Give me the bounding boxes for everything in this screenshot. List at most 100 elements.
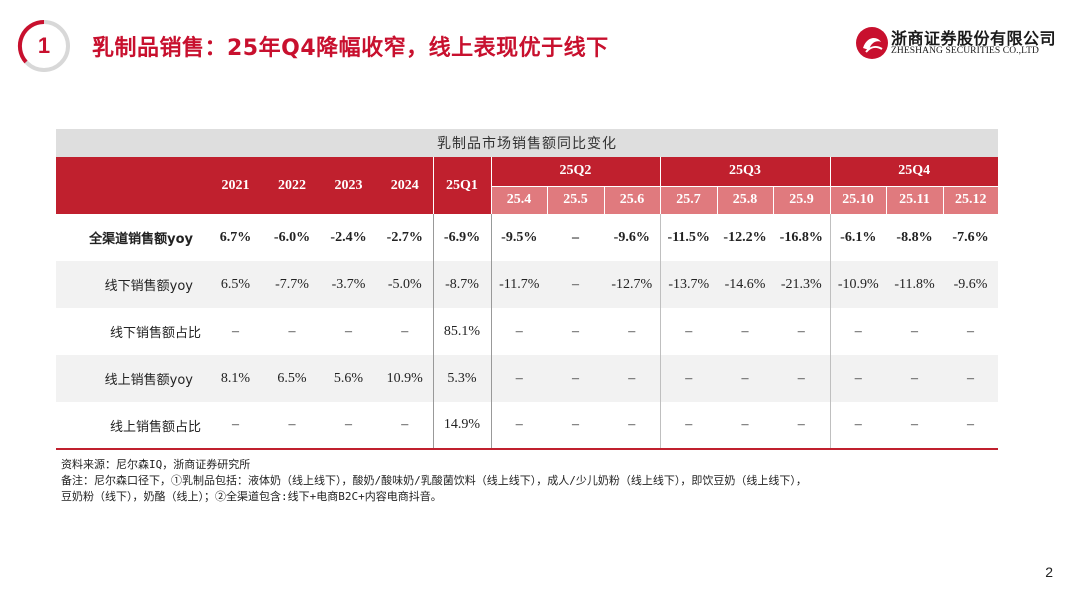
header-blank bbox=[56, 157, 207, 214]
table-cell: – bbox=[773, 402, 830, 450]
table-row: 线下销售额yoy 6.5% -7.7% -3.7% -5.0% -8.7% -11.7% – -… bbox=[56, 261, 998, 308]
header-month: 25.4 bbox=[490, 185, 547, 214]
table-cell: – bbox=[320, 402, 377, 450]
table-cell: 6.5% bbox=[264, 355, 320, 402]
header-q1: 25Q1 bbox=[432, 157, 491, 214]
section-badge: 1 bbox=[16, 18, 72, 74]
header-month: 25.12 bbox=[942, 185, 998, 214]
table-cell: – bbox=[547, 355, 604, 402]
table-cell: – bbox=[741, 323, 749, 339]
table-cell: 5.6% bbox=[320, 355, 377, 402]
table-cell: -9.5% bbox=[501, 229, 538, 245]
table-row: 线上销售额yoy 8.1% 6.5% 5.6% 10.9% 5.3% – – – – – – – – – bbox=[56, 355, 998, 402]
table-cell: – bbox=[572, 323, 579, 339]
page-title: 乳制品销售：25年Q4降幅收窄，线上表现优于线下 bbox=[92, 36, 609, 61]
header-month: 25.9 bbox=[772, 185, 830, 214]
table-cell: -13.7% bbox=[659, 261, 717, 308]
table-cell: – bbox=[628, 323, 636, 339]
header-year: 2023 bbox=[320, 157, 377, 214]
table-cell: -10.9% bbox=[829, 261, 886, 308]
table-cell: -12.7% bbox=[604, 261, 660, 308]
row-label: 线下销售额占比 bbox=[109, 326, 201, 341]
header-quarter: 25Q4 bbox=[829, 157, 998, 186]
table-cell: – bbox=[829, 308, 886, 355]
table-cell: – bbox=[659, 402, 717, 450]
row-label: 线上销售额占比 bbox=[56, 402, 207, 450]
header-month: 25.10 bbox=[829, 185, 886, 214]
source-notes: 资料来源：尼尔森IQ，浙商证券研究所 备注：尼尔森口径下，①乳制品包括：液体奶（… bbox=[61, 457, 1021, 505]
table-cell: -16.8% bbox=[779, 229, 823, 245]
table-cell: -6.0% bbox=[273, 229, 311, 245]
table-cell: 85.1% bbox=[432, 308, 492, 355]
table-cell: – bbox=[967, 323, 974, 339]
header-month: 25.5 bbox=[546, 185, 604, 214]
table-cell: – bbox=[829, 355, 886, 402]
table-cell: – bbox=[547, 261, 604, 308]
table-row: 线上销售额占比 – – – –14.9% – – – – – – – – – bbox=[56, 402, 998, 450]
header-month: 25.6 bbox=[603, 185, 660, 214]
table-cell: – bbox=[911, 323, 918, 339]
row-label: 全渠道销售额yoy bbox=[89, 232, 193, 247]
page-number: 2 bbox=[1045, 564, 1053, 580]
table-cell: -11.7% bbox=[491, 261, 547, 308]
header-year: 2021 bbox=[207, 157, 264, 214]
table-cell: – bbox=[829, 402, 886, 450]
table-cell: – bbox=[377, 402, 433, 450]
zheshang-logo-icon bbox=[856, 27, 888, 59]
table-cell: -21.3% bbox=[773, 261, 830, 308]
table-cell: 10.9% bbox=[377, 355, 433, 402]
section-number: 1 bbox=[37, 33, 51, 58]
table-cell: – bbox=[943, 355, 998, 402]
table-cell: -12.2% bbox=[723, 229, 767, 245]
table-cell: -11.5% bbox=[659, 214, 717, 261]
header-month: 25.8 bbox=[716, 185, 773, 214]
table-cell: – bbox=[401, 323, 409, 339]
table-cell: – bbox=[345, 323, 352, 339]
table-cell: – bbox=[232, 323, 239, 339]
table-cell: -8.7% bbox=[432, 261, 492, 308]
table-cell: – bbox=[773, 355, 830, 402]
table-cell: – bbox=[797, 323, 805, 339]
logo-english-name: ZHESHANG SECURITIES CO.,LTD bbox=[891, 46, 1040, 56]
table-cell: -2.4% bbox=[330, 229, 367, 245]
table-cell: -2.7% bbox=[386, 229, 423, 245]
header-month: 25.7 bbox=[659, 185, 717, 214]
row-label: 线上销售额yoy bbox=[56, 355, 207, 402]
section-badge-ring-icon bbox=[17, 19, 70, 72]
table-cell: 8.1% bbox=[207, 355, 264, 402]
table-body: 全渠道销售额yoy 6.7% -6.0% -2.4% -2.7% -6.9% -9.5% – -… bbox=[56, 214, 998, 450]
table-cell: -8.8% bbox=[896, 229, 933, 245]
company-logo: 浙商证券股份有限公司 ZHESHANG SECURITIES CO.,LTD bbox=[855, 24, 1056, 64]
table-header-row: 2021 2022 2023 2024 25Q1 25Q2 25Q3 25Q4 bbox=[56, 157, 998, 214]
header-month: 25.11 bbox=[885, 185, 943, 214]
table-cell: -14.6% bbox=[717, 261, 773, 308]
table-cell: – bbox=[288, 323, 296, 339]
header-year: 2022 bbox=[264, 157, 320, 214]
table-cell: – bbox=[547, 402, 604, 450]
header-quarter: 25Q3 bbox=[659, 157, 830, 186]
table-month-row: 25.4 25.5 25.6 25.7 25.8 25.9 25.10 25.1… bbox=[56, 185, 998, 214]
row-label: 线下销售额yoy bbox=[56, 261, 207, 308]
table-cell: – bbox=[491, 355, 547, 402]
table-cell: -7.7% bbox=[264, 261, 320, 308]
table-cell: -5.0% bbox=[377, 261, 433, 308]
dairy-sales-table: 乳制品市场销售额同比变化 2021 2022 2023 2024 25Q1 25… bbox=[56, 129, 998, 450]
table-cell: -9.6% bbox=[613, 229, 650, 245]
table-cell: -9.6% bbox=[943, 261, 998, 308]
table-cell: 6.7% bbox=[219, 229, 252, 245]
table-cell: – bbox=[717, 402, 773, 450]
table-cell: – bbox=[264, 402, 320, 450]
table-cell: – bbox=[604, 402, 660, 450]
source-line: 资料来源：尼尔森IQ，浙商证券研究所 bbox=[61, 458, 251, 471]
table-cell: 6.5% bbox=[207, 261, 264, 308]
header-quarter: 25Q2 bbox=[490, 157, 660, 186]
remark-line: 备注：尼尔森口径下，①乳制品包括：液体奶（线上线下），酸奶/酸味奶/乳酸菌饮料（… bbox=[61, 474, 807, 487]
table-cell: -11.8% bbox=[886, 261, 943, 308]
table-cell: – bbox=[886, 355, 943, 402]
table-cell: – bbox=[659, 355, 717, 402]
logo-chinese-name: 浙商证券股份有限公司 bbox=[891, 29, 1057, 48]
table-row: 线下销售额占比 – – – – 85.1% – – – – – – – – – bbox=[56, 308, 998, 355]
table-cell: – bbox=[515, 323, 523, 339]
table-caption: 乳制品市场销售额同比变化 bbox=[56, 129, 998, 157]
table-cell: -7.6% bbox=[952, 229, 989, 245]
